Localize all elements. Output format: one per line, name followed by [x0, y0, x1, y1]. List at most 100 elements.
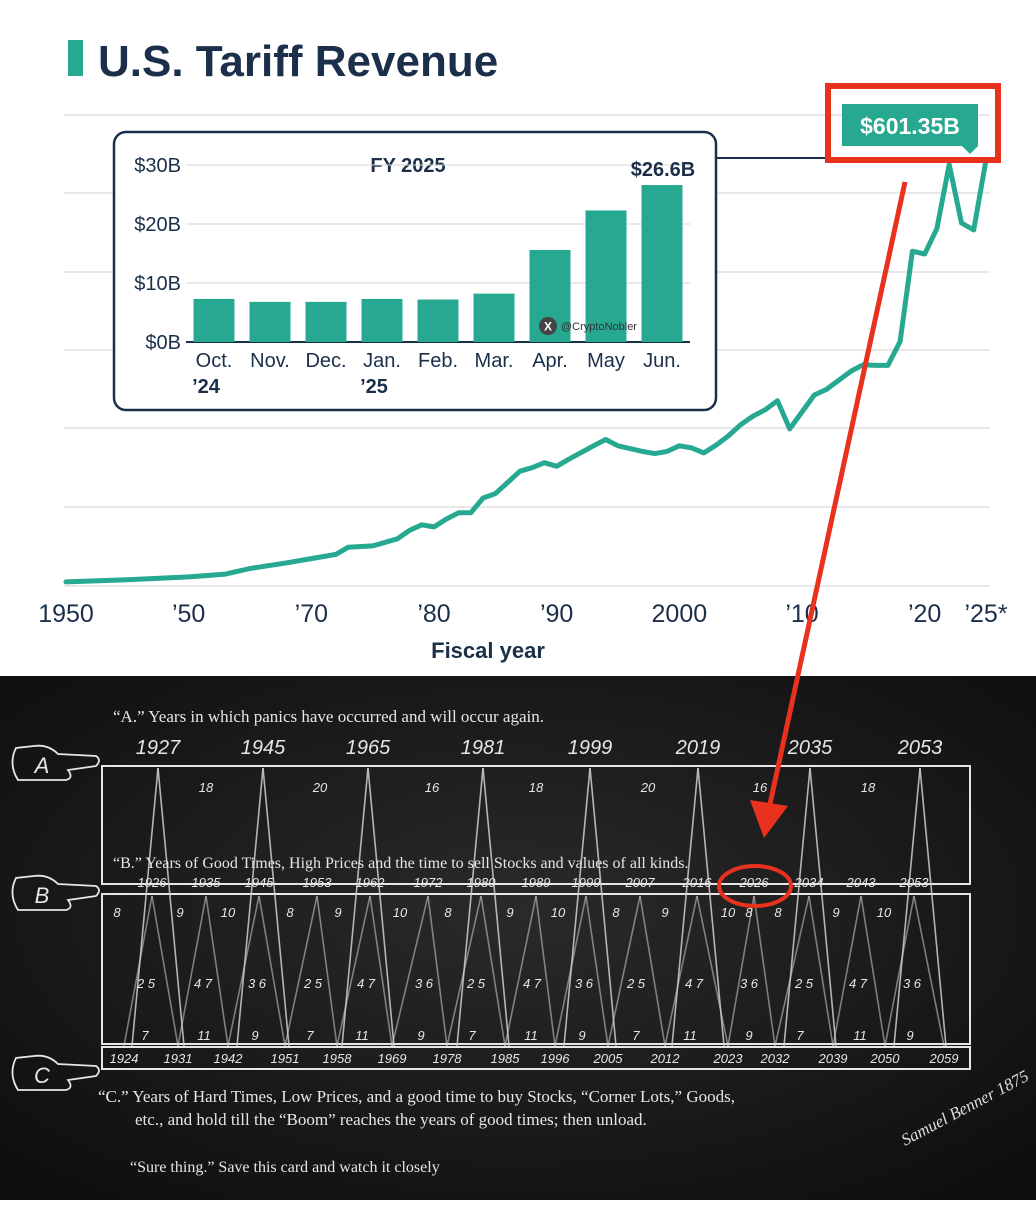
- cycle-line: [205, 895, 229, 1047]
- cycle-line: [262, 767, 290, 1047]
- b-bottom-number: 7: [468, 1028, 476, 1043]
- x-tick-label: ’90: [540, 600, 573, 628]
- cycle-line: [809, 767, 837, 1047]
- b-top-number: 9: [661, 905, 668, 920]
- b-mid-numbers: 3 6: [415, 976, 434, 991]
- year-2026-highlight-circle: [717, 864, 793, 908]
- c-heading-line1: “C.” Years of Hard Times, Low Prices, an…: [98, 1087, 735, 1106]
- cycle-line: [727, 895, 755, 1047]
- cycle-line: [697, 767, 725, 1047]
- c-heading-line2: etc., and hold till the “Boom” reaches t…: [135, 1110, 647, 1129]
- cycle-line: [884, 895, 915, 1047]
- b-good-year: 2034: [794, 875, 824, 890]
- row-marker-letter: A: [33, 753, 50, 778]
- b-good-year: 1980: [467, 875, 497, 890]
- a-gap-number: 16: [753, 780, 768, 795]
- c-hard-year: 1996: [541, 1051, 571, 1066]
- watermark: X @CryptoNobler: [539, 317, 637, 335]
- b-good-year: 1962: [356, 875, 386, 890]
- c-hard-year: 1924: [110, 1051, 139, 1066]
- inset-x-tick-label: Jun.: [643, 350, 681, 372]
- b-good-year: 2026: [739, 875, 770, 890]
- b-top-number: 9: [176, 905, 183, 920]
- cycle-line: [151, 895, 179, 1047]
- cycle-line: [391, 895, 429, 1047]
- cycle-line: [607, 895, 641, 1047]
- callout-value: $601.35B: [860, 113, 960, 139]
- cycle-line: [341, 767, 369, 1047]
- b-good-year: 1999: [572, 875, 601, 890]
- c-hard-year: 2012: [650, 1051, 681, 1066]
- b-good-year: 2053: [899, 875, 930, 890]
- value-callout: $601.35B: [825, 83, 1001, 163]
- a-gap-number: 18: [861, 780, 876, 795]
- row-marker-letter: C: [34, 1063, 50, 1088]
- inset-x-tick-label: Apr.: [532, 350, 568, 372]
- b-bottom-number: 11: [524, 1028, 538, 1043]
- cycle-line: [227, 895, 260, 1047]
- benner-cycle-chart: “A.” Years in which panics have occurred…: [0, 676, 1036, 1200]
- x-axis-label: Fiscal year: [431, 638, 545, 663]
- cycle-line: [671, 767, 699, 1047]
- b-heading: “B.” Years of Good Times, High Prices an…: [113, 855, 689, 872]
- b-good-year: 2043: [846, 875, 877, 890]
- b-bottom-number: 11: [197, 1028, 211, 1043]
- b-mid-numbers: 3 6: [248, 976, 267, 991]
- c-hard-year: 1931: [164, 1051, 193, 1066]
- hand-outline: [11, 874, 100, 911]
- inset-bar: [473, 293, 515, 342]
- x-logo-glyph: X: [544, 320, 552, 334]
- b-bottom-number: 9: [578, 1028, 585, 1043]
- inset-bar: [417, 299, 459, 342]
- benner-cycle-card: “A.” Years in which panics have occurred…: [0, 676, 1036, 1200]
- inset-x-tick-label: Mar.: [475, 350, 514, 372]
- cycle-line: [919, 767, 947, 1047]
- c-hard-year: 1942: [214, 1051, 244, 1066]
- inset-x-tick-label: Oct.: [196, 350, 233, 372]
- pointing-hand-icon: B: [11, 874, 100, 911]
- b-top-number: 8: [113, 905, 121, 920]
- c-hard-year: 2023: [713, 1051, 744, 1066]
- b-good-year: 1945: [245, 875, 275, 890]
- b-top-number: 10: [721, 905, 736, 920]
- cycle-line: [157, 767, 185, 1047]
- cycle-line: [427, 895, 448, 1047]
- tariff-revenue-line-chart: U.S. Tariff Revenue 1950 ’50 ’70 ’80 ’90 2000…: [38, 37, 1008, 663]
- b-bottom-number: 11: [853, 1028, 867, 1043]
- b-top-number: 10: [877, 905, 892, 920]
- inset-y-tick-label: $0B: [145, 332, 181, 354]
- c-hard-year: 1958: [323, 1051, 353, 1066]
- cycle-line: [369, 895, 393, 1047]
- b-bottom-number: 7: [796, 1028, 804, 1043]
- c-hard-year: 1951: [271, 1051, 300, 1066]
- cycle-line: [367, 767, 395, 1047]
- b-top-number: 10: [393, 905, 408, 920]
- a-heading: “A.” Years in which panics have occurred…: [113, 707, 544, 726]
- cycle-line: [284, 895, 318, 1047]
- a-panic-year: 1927: [136, 737, 181, 759]
- b-mid-numbers: 2 5: [466, 976, 486, 991]
- cycle-line: [589, 767, 617, 1047]
- b-bottom-number: 7: [141, 1028, 149, 1043]
- cycle-line: [123, 895, 153, 1047]
- cycle-line: [783, 767, 811, 1047]
- c-hard-year: 1985: [491, 1051, 521, 1066]
- x-tick-label: ’70: [295, 600, 328, 628]
- watermark-handle: @CryptoNobler: [561, 321, 637, 333]
- inset-bar: [249, 301, 291, 342]
- cycle-line: [860, 895, 886, 1047]
- b-bottom-number: 9: [745, 1028, 752, 1043]
- b-mid-numbers: 4 7: [523, 976, 542, 991]
- b-bottom-number: 7: [306, 1028, 314, 1043]
- b-mid-numbers: 4 7: [685, 976, 704, 991]
- a-gap-number: 20: [312, 780, 328, 795]
- inset-x-tick-label: Dec.: [305, 350, 346, 372]
- inset-x-tick-label: Nov.: [250, 350, 290, 372]
- a-band: [101, 765, 971, 885]
- inset-x-year-label: ’24: [192, 376, 221, 398]
- a-panic-year: 1981: [461, 737, 506, 759]
- cycle-line: [753, 895, 776, 1047]
- c-hard-year: 1969: [378, 1051, 407, 1066]
- a-panic-year: 2053: [897, 737, 943, 759]
- b-bottom-number: 7: [632, 1028, 640, 1043]
